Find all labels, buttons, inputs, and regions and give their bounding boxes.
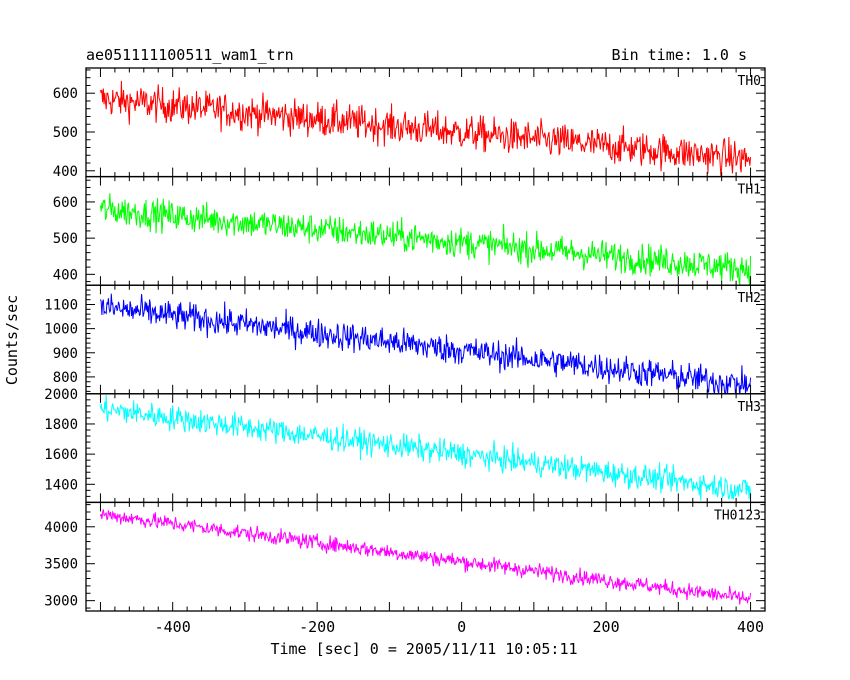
y-tick-label: 800	[53, 370, 78, 386]
bin-time-label: Bin time: 1.0 s	[612, 46, 747, 64]
y-tick-label: 600	[53, 195, 78, 211]
y-tick-label: 500	[53, 125, 78, 141]
panel-label-th1: TH1	[738, 183, 761, 198]
x-axis-label: Time [sec] 0 = 2005/11/11 10:05:11	[270, 640, 577, 658]
y-tick-label: 1400	[44, 477, 78, 493]
chart-title: ae051111100511_wam1_trn	[86, 46, 294, 64]
y-tick-label: 600	[53, 86, 78, 102]
x-tick-label: -400	[155, 618, 191, 636]
panel-frame-th1	[85, 175, 766, 286]
panel-label-th0: TH0	[738, 74, 761, 89]
y-tick-label: 500	[53, 231, 78, 247]
panels: TH0 400 500 600 TH1 400 500 600 TH2 800 900 1000 110…	[44, 67, 766, 636]
x-tick-label: -200	[299, 618, 335, 636]
y-tick-label: 1800	[44, 417, 78, 433]
y-tick-label: 4000	[44, 520, 78, 536]
y-tick-label: 400	[53, 267, 78, 283]
panel-label-th0123: TH0123	[714, 508, 761, 523]
y-axis-label: Counts/sec	[3, 295, 21, 385]
series-line-th1	[99, 193, 752, 286]
y-tick-label: 1100	[44, 298, 78, 314]
y-tick-label: 1600	[44, 447, 78, 463]
y-tick-label: 2000	[44, 387, 78, 403]
x-tick-label: 400	[737, 618, 764, 636]
series-line-th3	[99, 395, 752, 501]
y-tick-label: 400	[53, 164, 78, 180]
series-line-th0	[99, 80, 752, 177]
x-tick-label: 200	[593, 618, 620, 636]
y-tick-label: 3500	[44, 557, 78, 573]
series-line-th0123	[99, 509, 752, 605]
panel-label-th2: TH2	[738, 291, 761, 306]
y-tick-label: 1000	[44, 322, 78, 338]
x-tick-label: 0	[457, 618, 466, 636]
series-line-th2	[99, 293, 752, 394]
y-tick-label: 900	[53, 346, 78, 362]
panel-label-th3: TH3	[738, 400, 761, 415]
y-tick-label: 3000	[44, 594, 78, 610]
